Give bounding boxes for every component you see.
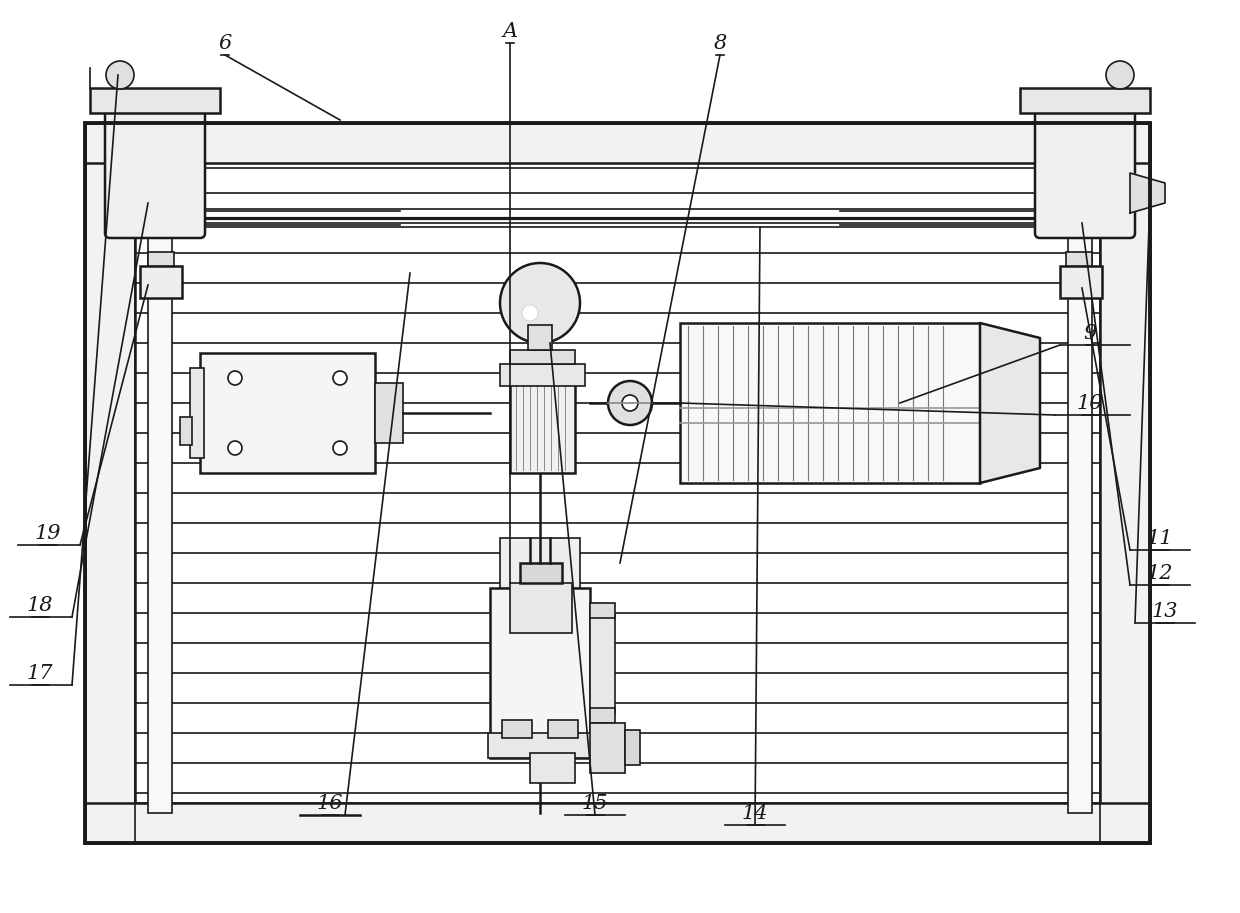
- Bar: [590, 723, 625, 773]
- Text: 6: 6: [218, 34, 232, 53]
- Circle shape: [228, 441, 242, 455]
- Text: 9: 9: [1084, 324, 1096, 343]
- Bar: [140, 266, 182, 298]
- Bar: [590, 613, 615, 713]
- Circle shape: [334, 371, 347, 385]
- Text: 18: 18: [27, 596, 53, 615]
- FancyBboxPatch shape: [1035, 98, 1135, 238]
- Text: 16: 16: [316, 794, 343, 813]
- Bar: [510, 583, 572, 633]
- Circle shape: [622, 395, 639, 411]
- Bar: [529, 753, 575, 783]
- Bar: [1021, 88, 1149, 113]
- Bar: [190, 368, 205, 458]
- Bar: [500, 538, 580, 588]
- Bar: [86, 123, 135, 843]
- Bar: [520, 563, 562, 583]
- Bar: [1060, 266, 1102, 298]
- Bar: [590, 603, 615, 618]
- Bar: [91, 88, 219, 113]
- Text: 8: 8: [713, 34, 727, 53]
- Text: 13: 13: [1152, 602, 1178, 621]
- Circle shape: [1106, 61, 1135, 89]
- Bar: [86, 803, 1149, 843]
- Text: 19: 19: [35, 524, 61, 543]
- Bar: [625, 730, 640, 765]
- Bar: [148, 163, 172, 813]
- Bar: [528, 325, 552, 350]
- Bar: [1100, 123, 1149, 843]
- Text: 15: 15: [582, 794, 609, 813]
- Polygon shape: [1130, 173, 1166, 213]
- Bar: [86, 123, 1149, 163]
- Bar: [510, 350, 575, 364]
- FancyBboxPatch shape: [105, 98, 205, 238]
- Bar: [180, 417, 192, 445]
- Text: A: A: [502, 22, 517, 41]
- Bar: [490, 588, 590, 758]
- Text: 10: 10: [1076, 394, 1104, 413]
- Circle shape: [608, 381, 652, 425]
- Bar: [489, 733, 591, 758]
- Bar: [1066, 252, 1092, 266]
- Bar: [374, 383, 403, 443]
- Bar: [110, 103, 200, 233]
- Bar: [680, 323, 980, 483]
- Bar: [86, 123, 1149, 843]
- Bar: [200, 353, 374, 473]
- Bar: [590, 708, 615, 723]
- Circle shape: [334, 441, 347, 455]
- Polygon shape: [980, 323, 1040, 483]
- Text: 11: 11: [1147, 529, 1173, 548]
- Bar: [500, 364, 585, 386]
- Bar: [1068, 163, 1092, 813]
- Text: 12: 12: [1147, 564, 1173, 583]
- Bar: [148, 252, 174, 266]
- Text: 14: 14: [742, 804, 769, 823]
- Circle shape: [105, 61, 134, 89]
- Text: 17: 17: [27, 664, 53, 683]
- Bar: [510, 383, 575, 473]
- Circle shape: [500, 263, 580, 343]
- Circle shape: [228, 371, 242, 385]
- Circle shape: [522, 305, 538, 321]
- Bar: [502, 720, 532, 738]
- Bar: [548, 720, 578, 738]
